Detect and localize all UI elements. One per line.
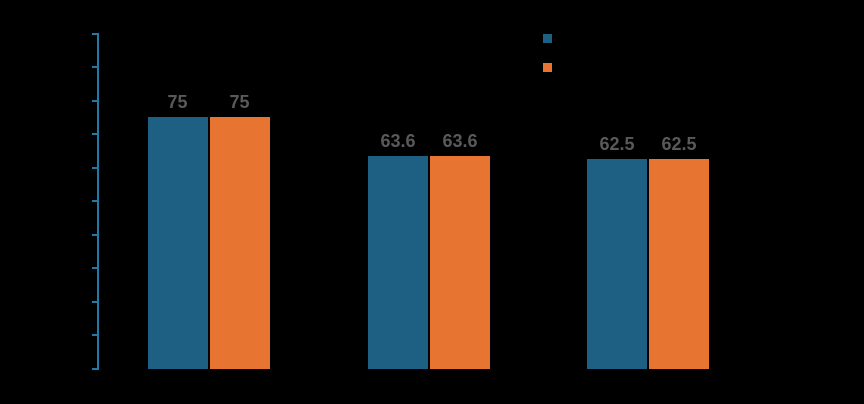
bar-series-1-group-1 [147,117,208,369]
bar-series-2-group-1 [209,117,270,369]
bar-series-1-group-2 [368,155,428,369]
y-axis-tick-0 [92,368,97,370]
bar-series-1-group-3 [587,159,647,369]
y-axis-tick-10 [92,334,97,337]
legend-item-series-2 [543,63,560,72]
y-axis-tick-30 [92,267,97,270]
legend-item-series-1 [543,34,560,43]
bar-value-label-series-2-group-1: 75 [229,92,250,113]
legend [543,34,560,72]
bar-value-label-series-1-group-1: 75 [167,92,188,113]
y-axis [97,32,99,370]
y-axis-tick-40 [92,233,97,236]
legend-swatch-series-1 [543,34,552,43]
bar-value-label-series-1-group-3: 62.5 [599,134,635,155]
y-axis-tick-60 [92,166,97,169]
y-axis-tick-50 [92,200,97,203]
y-axis-tick-90 [92,66,97,69]
y-axis-tick-20 [92,300,97,303]
bar-series-2-group-3 [649,159,709,369]
y-axis-tick-80 [92,99,97,102]
bar-series-2-group-2 [430,155,490,369]
bar-value-label-series-1-group-2: 63.6 [380,130,416,151]
legend-swatch-series-2 [543,63,552,72]
y-axis-tick-100 [92,32,97,35]
bar-value-label-series-2-group-2: 63.6 [442,130,478,151]
bar-value-label-series-2-group-3: 62.5 [661,134,697,155]
y-axis-tick-70 [92,133,97,136]
